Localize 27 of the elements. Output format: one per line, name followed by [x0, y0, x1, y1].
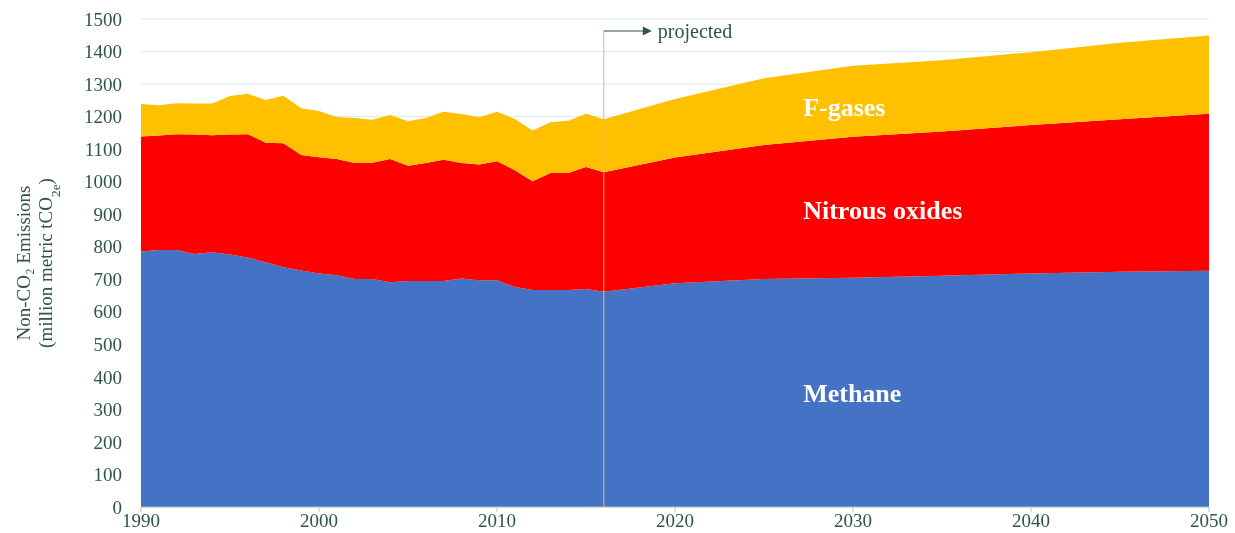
x-tick-label: 2020	[656, 510, 694, 531]
series-label: Methane	[803, 378, 902, 408]
y-tick-label: 700	[93, 268, 122, 290]
y-tick-label: 1300	[84, 73, 122, 95]
y-tick-label: 900	[93, 203, 122, 225]
y-tick-label: 300	[93, 399, 122, 421]
y-tick-label: 400	[93, 366, 122, 388]
x-tick-label: 2040	[1012, 510, 1050, 531]
y-tick-label: 600	[93, 301, 122, 323]
y-tick-label: 0	[112, 496, 122, 518]
x-tick-label: 2030	[834, 510, 872, 531]
y-tick-label: 1100	[84, 138, 122, 160]
series-label: F-gases	[803, 93, 886, 123]
y-tick-label: 200	[93, 431, 122, 453]
y-tick-label: 1500	[84, 8, 122, 30]
series-label: Nitrous oxides	[803, 195, 963, 225]
y-tick-label: 1000	[84, 171, 122, 193]
x-tick-label: 2000	[300, 510, 338, 531]
y-tick-label: 1200	[84, 106, 122, 128]
ref-line-label: projected	[657, 20, 733, 43]
x-tick-label: 1990	[122, 510, 160, 531]
y-tick-label: 1400	[84, 41, 122, 63]
x-tick-label: 2050	[1190, 510, 1228, 531]
y-tick-label: 100	[93, 464, 122, 486]
x-tick-label: 2010	[478, 510, 516, 531]
y-tick-label: 800	[93, 236, 122, 258]
y-tick-label: 500	[93, 333, 122, 355]
